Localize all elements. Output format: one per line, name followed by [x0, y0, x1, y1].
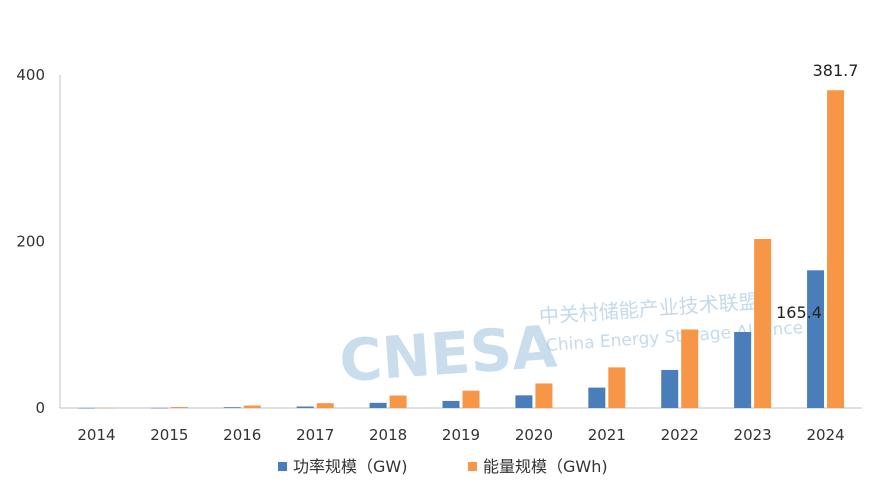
bar-power-2020 [515, 395, 533, 408]
bar-energy-2023 [754, 239, 772, 408]
bar-energy-2020 [535, 383, 553, 408]
legend-label: 能量规模（GWh) [483, 457, 608, 476]
legend: 功率规模（GW) 能量规模（GWh) [278, 457, 608, 476]
bar-power-2022 [661, 369, 679, 408]
bar-energy-2022 [681, 329, 699, 408]
y-tick-label: 0 [35, 399, 45, 417]
x-tick-label: 2024 [806, 426, 844, 444]
x-tick-label: 2020 [515, 426, 553, 444]
bar-power-2017 [296, 406, 314, 408]
bar-power-2021 [588, 387, 606, 408]
legend-swatch [278, 462, 287, 471]
x-tick-label: 2018 [369, 426, 407, 444]
bar-power-2015 [150, 407, 168, 409]
legend-swatch [468, 462, 477, 471]
bar-energy-2014 [97, 407, 115, 409]
bar-power-2014 [77, 407, 95, 409]
legend-label: 功率规模（GW) [293, 457, 407, 476]
bar-energy-2015 [170, 407, 188, 408]
x-tick-label: 2021 [588, 426, 626, 444]
bar-energy-2016 [243, 405, 261, 408]
y-axis-ticks: 0 200 400 [16, 66, 45, 417]
x-tick-label: 2022 [661, 426, 699, 444]
x-axis-ticks: 2014 2015 2016 2017 2018 2019 2020 2021 2022 2023… [77, 426, 844, 444]
data-label: 165.4 [776, 303, 822, 322]
bar-power-2023 [734, 331, 752, 408]
watermark-logo: CNESA [337, 312, 559, 395]
bar-power-2024 [807, 270, 825, 408]
x-tick-label: 2014 [77, 426, 115, 444]
bar-energy-2024 [827, 90, 845, 409]
bar-power-2019 [442, 400, 460, 408]
bar-power-2016 [223, 407, 241, 408]
bar-power-2018 [369, 402, 387, 408]
x-tick-label: 2017 [296, 426, 334, 444]
x-tick-label: 2023 [734, 426, 772, 444]
x-tick-label: 2016 [223, 426, 261, 444]
data-label: 381.7 [813, 61, 859, 80]
bars [77, 90, 845, 409]
bar-energy-2019 [462, 390, 480, 408]
data-labels: 165.4 381.7 [776, 61, 858, 322]
y-tick-label: 400 [16, 66, 45, 84]
x-tick-label: 2019 [442, 426, 480, 444]
x-tick-label: 2015 [150, 426, 188, 444]
y-tick-label: 200 [16, 233, 45, 251]
bar-energy-2021 [608, 367, 626, 408]
bar-energy-2017 [316, 403, 334, 408]
bar-energy-2018 [389, 395, 407, 408]
